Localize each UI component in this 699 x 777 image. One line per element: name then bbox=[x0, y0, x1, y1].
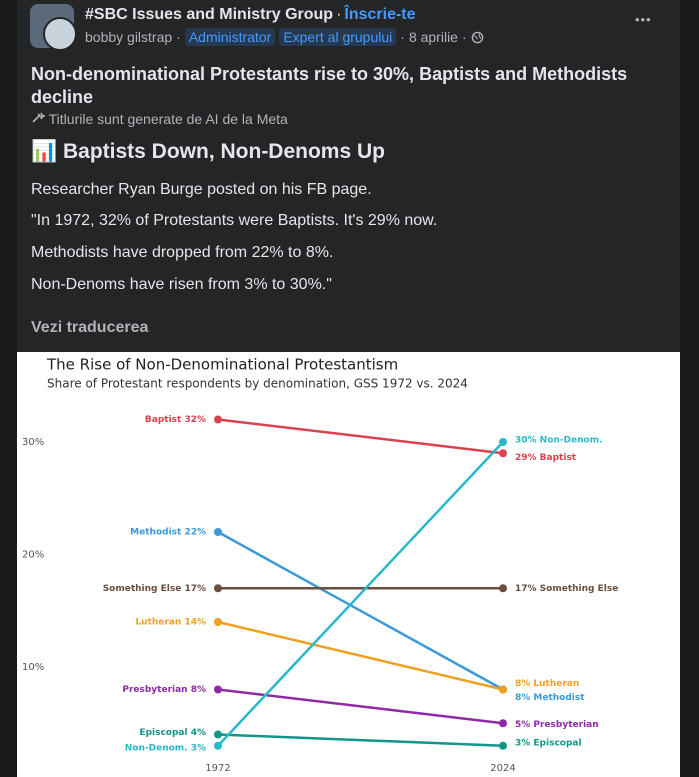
data-label: 29% Baptist bbox=[515, 453, 577, 463]
y-tick-label: 10% bbox=[22, 662, 44, 673]
data-point bbox=[214, 685, 222, 694]
post-heading: 📊 Baptists Down, Non-Denoms Up bbox=[31, 140, 385, 163]
data-label: Something Else 17% bbox=[103, 584, 206, 594]
x-tick-label: 1972 bbox=[205, 763, 230, 774]
join-link[interactable]: Înscrie-te bbox=[344, 6, 416, 23]
data-point bbox=[214, 528, 222, 536]
separator: · bbox=[461, 29, 467, 45]
separator: · bbox=[400, 29, 405, 45]
paragraph: Researcher Ryan Burge posted on his FB p… bbox=[31, 181, 372, 198]
globe-icon bbox=[471, 31, 483, 43]
data-label: 5% Presbyterian bbox=[515, 720, 599, 730]
post-title: Non-denominational Protestants rise to 3… bbox=[31, 64, 628, 107]
series-line bbox=[217, 733, 504, 747]
series-line bbox=[217, 418, 504, 455]
paragraph: Non-Denoms have risen from 3% to 30%." bbox=[31, 276, 332, 293]
ai-note: Titlurile sunt generate de AI de la Meta bbox=[31, 111, 288, 127]
series-line bbox=[217, 441, 504, 747]
post: #SBC Issues and Ministry Group · Înscrie-t… bbox=[17, 0, 680, 777]
separator: · bbox=[336, 6, 342, 23]
separator: · bbox=[176, 29, 181, 45]
y-tick-label: 20% bbox=[22, 550, 44, 561]
data-point bbox=[214, 618, 222, 626]
author[interactable]: bobby gilstrap bbox=[85, 29, 173, 45]
y-tick-label: 30% bbox=[22, 437, 44, 448]
data-label: 30% Non-Denom. bbox=[515, 436, 603, 446]
data-label: Non-Denom. 3% bbox=[125, 743, 206, 753]
data-point bbox=[499, 685, 507, 694]
ai-note-text: Titlurile sunt generate de AI de la Meta bbox=[48, 111, 288, 127]
translate-link[interactable]: Vezi traducerea bbox=[31, 319, 149, 336]
paragraph: Methodists have dropped from 22% to 8%. bbox=[31, 244, 334, 261]
meta-line: bobby gilstrap · Administrator Expert al… bbox=[85, 28, 484, 46]
data-label: 3% Episcopal bbox=[515, 738, 582, 748]
series-line bbox=[217, 688, 504, 725]
chart-title: The Rise of Non-Denominational Protestan… bbox=[46, 356, 398, 374]
data-label: Lutheran 14% bbox=[135, 618, 206, 628]
badge[interactable]: Administrator bbox=[184, 28, 276, 46]
series-line bbox=[217, 530, 504, 691]
data-label: 8% Lutheran bbox=[515, 679, 579, 689]
data-point bbox=[214, 415, 222, 424]
data-point bbox=[214, 730, 222, 739]
data-point bbox=[499, 584, 507, 593]
data-label: Methodist 22% bbox=[130, 528, 206, 538]
x-tick-label: 2024 bbox=[490, 763, 515, 774]
data-label: Presbyterian 8% bbox=[122, 685, 206, 695]
data-point bbox=[214, 584, 222, 593]
ai-icon bbox=[32, 112, 46, 123]
data-point bbox=[499, 449, 507, 458]
data-label: 8% Methodist bbox=[515, 693, 585, 703]
chart: The Rise of Non-Denominational Protestan… bbox=[17, 352, 680, 777]
data-point bbox=[499, 719, 507, 728]
group-name[interactable]: #SBC Issues and Ministry Group bbox=[85, 6, 334, 23]
paragraph: "In 1972, 32% of Protestants were Baptis… bbox=[31, 212, 438, 229]
chart-subtitle: Share of Protestant respondents by denom… bbox=[47, 377, 468, 391]
group-line: #SBC Issues and Ministry Group · Înscrie-t… bbox=[85, 6, 416, 24]
badge[interactable]: Expert al grupului bbox=[279, 28, 397, 46]
data-label: 17% Something Else bbox=[515, 584, 618, 594]
data-label: Baptist 32% bbox=[145, 415, 206, 425]
data-point bbox=[499, 741, 507, 750]
author-avatar[interactable] bbox=[43, 17, 77, 51]
data-label: Episcopal 4% bbox=[139, 728, 206, 738]
more-button[interactable]: ••• bbox=[635, 12, 652, 27]
date[interactable]: 8 aprilie bbox=[408, 29, 458, 45]
data-point bbox=[499, 438, 507, 446]
data-point bbox=[214, 741, 222, 750]
series-line bbox=[217, 620, 504, 691]
